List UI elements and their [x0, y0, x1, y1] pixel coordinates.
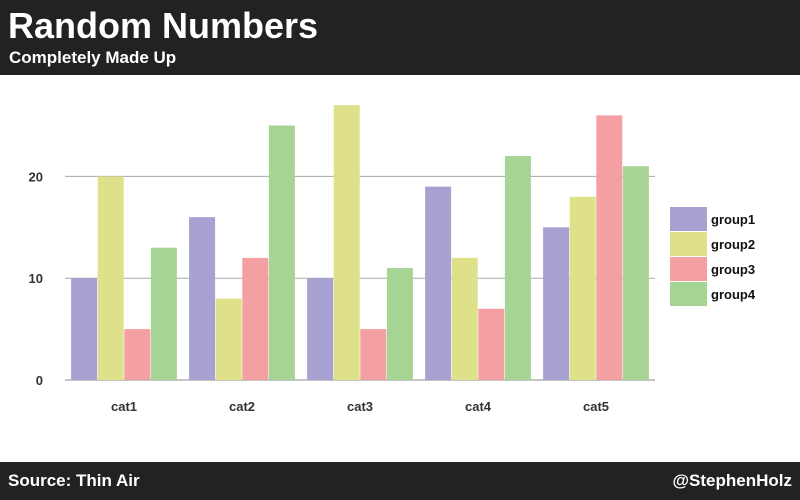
legend-label-group2: group2 — [711, 237, 755, 252]
x-tick-label: cat3 — [347, 399, 373, 414]
bar-group3-cat4 — [478, 308, 505, 380]
bar-group1-cat5 — [543, 227, 570, 380]
bar-chart: 0 10 20 cat1 cat2 cat3 cat4 cat5 group1 group2 gro… — [29, 105, 756, 414]
bar-group4-cat5 — [622, 166, 649, 380]
source-note: Source: Thin Air — [8, 471, 140, 490]
bar-group2-cat1 — [97, 176, 124, 380]
bar-group2-cat3 — [333, 105, 360, 380]
bar-group4-cat3 — [386, 268, 413, 380]
bar-group4-cat2 — [268, 125, 295, 381]
bar-group1-cat2 — [189, 217, 216, 380]
bar-group2-cat2 — [215, 298, 242, 380]
y-tick-label: 10 — [29, 271, 43, 286]
bar-group3-cat3 — [360, 329, 387, 380]
chart-footer: Source: Thin Air @StephenHolz — [0, 462, 800, 500]
bar-group2-cat5 — [569, 196, 596, 380]
bar-group3-cat5 — [596, 115, 623, 380]
x-tick-label: cat2 — [229, 399, 255, 414]
x-tick-label: cat4 — [465, 399, 492, 414]
bar-group1-cat4 — [425, 186, 452, 380]
x-tick-label: cat1 — [111, 399, 137, 414]
x-tick-label: cat5 — [583, 399, 609, 414]
bar-group2-cat4 — [451, 257, 478, 380]
legend-label-group1: group1 — [711, 212, 755, 227]
bar-group3-cat1 — [124, 329, 151, 380]
legend-swatch-group2 — [670, 232, 707, 256]
y-tick-label: 0 — [36, 373, 43, 388]
chart-subtitle: Completely Made Up — [9, 48, 177, 67]
legend-swatch-group3 — [670, 257, 707, 281]
bar-group1-cat3 — [307, 278, 334, 380]
legend-swatch-group1 — [670, 207, 707, 231]
y-tick-label: 20 — [29, 169, 43, 184]
legend-label-group3: group3 — [711, 262, 755, 277]
legend-swatch-group4 — [670, 282, 707, 306]
bar-group4-cat4 — [504, 156, 531, 380]
author-credit: @StephenHolz — [672, 471, 792, 490]
chart-title: Random Numbers — [8, 5, 319, 46]
bar-group1-cat1 — [71, 278, 98, 380]
chart-header: Random Numbers Completely Made Up — [0, 0, 800, 75]
bar-group4-cat1 — [150, 247, 177, 380]
bar-group3-cat2 — [242, 257, 269, 380]
legend-label-group4: group4 — [711, 287, 756, 302]
